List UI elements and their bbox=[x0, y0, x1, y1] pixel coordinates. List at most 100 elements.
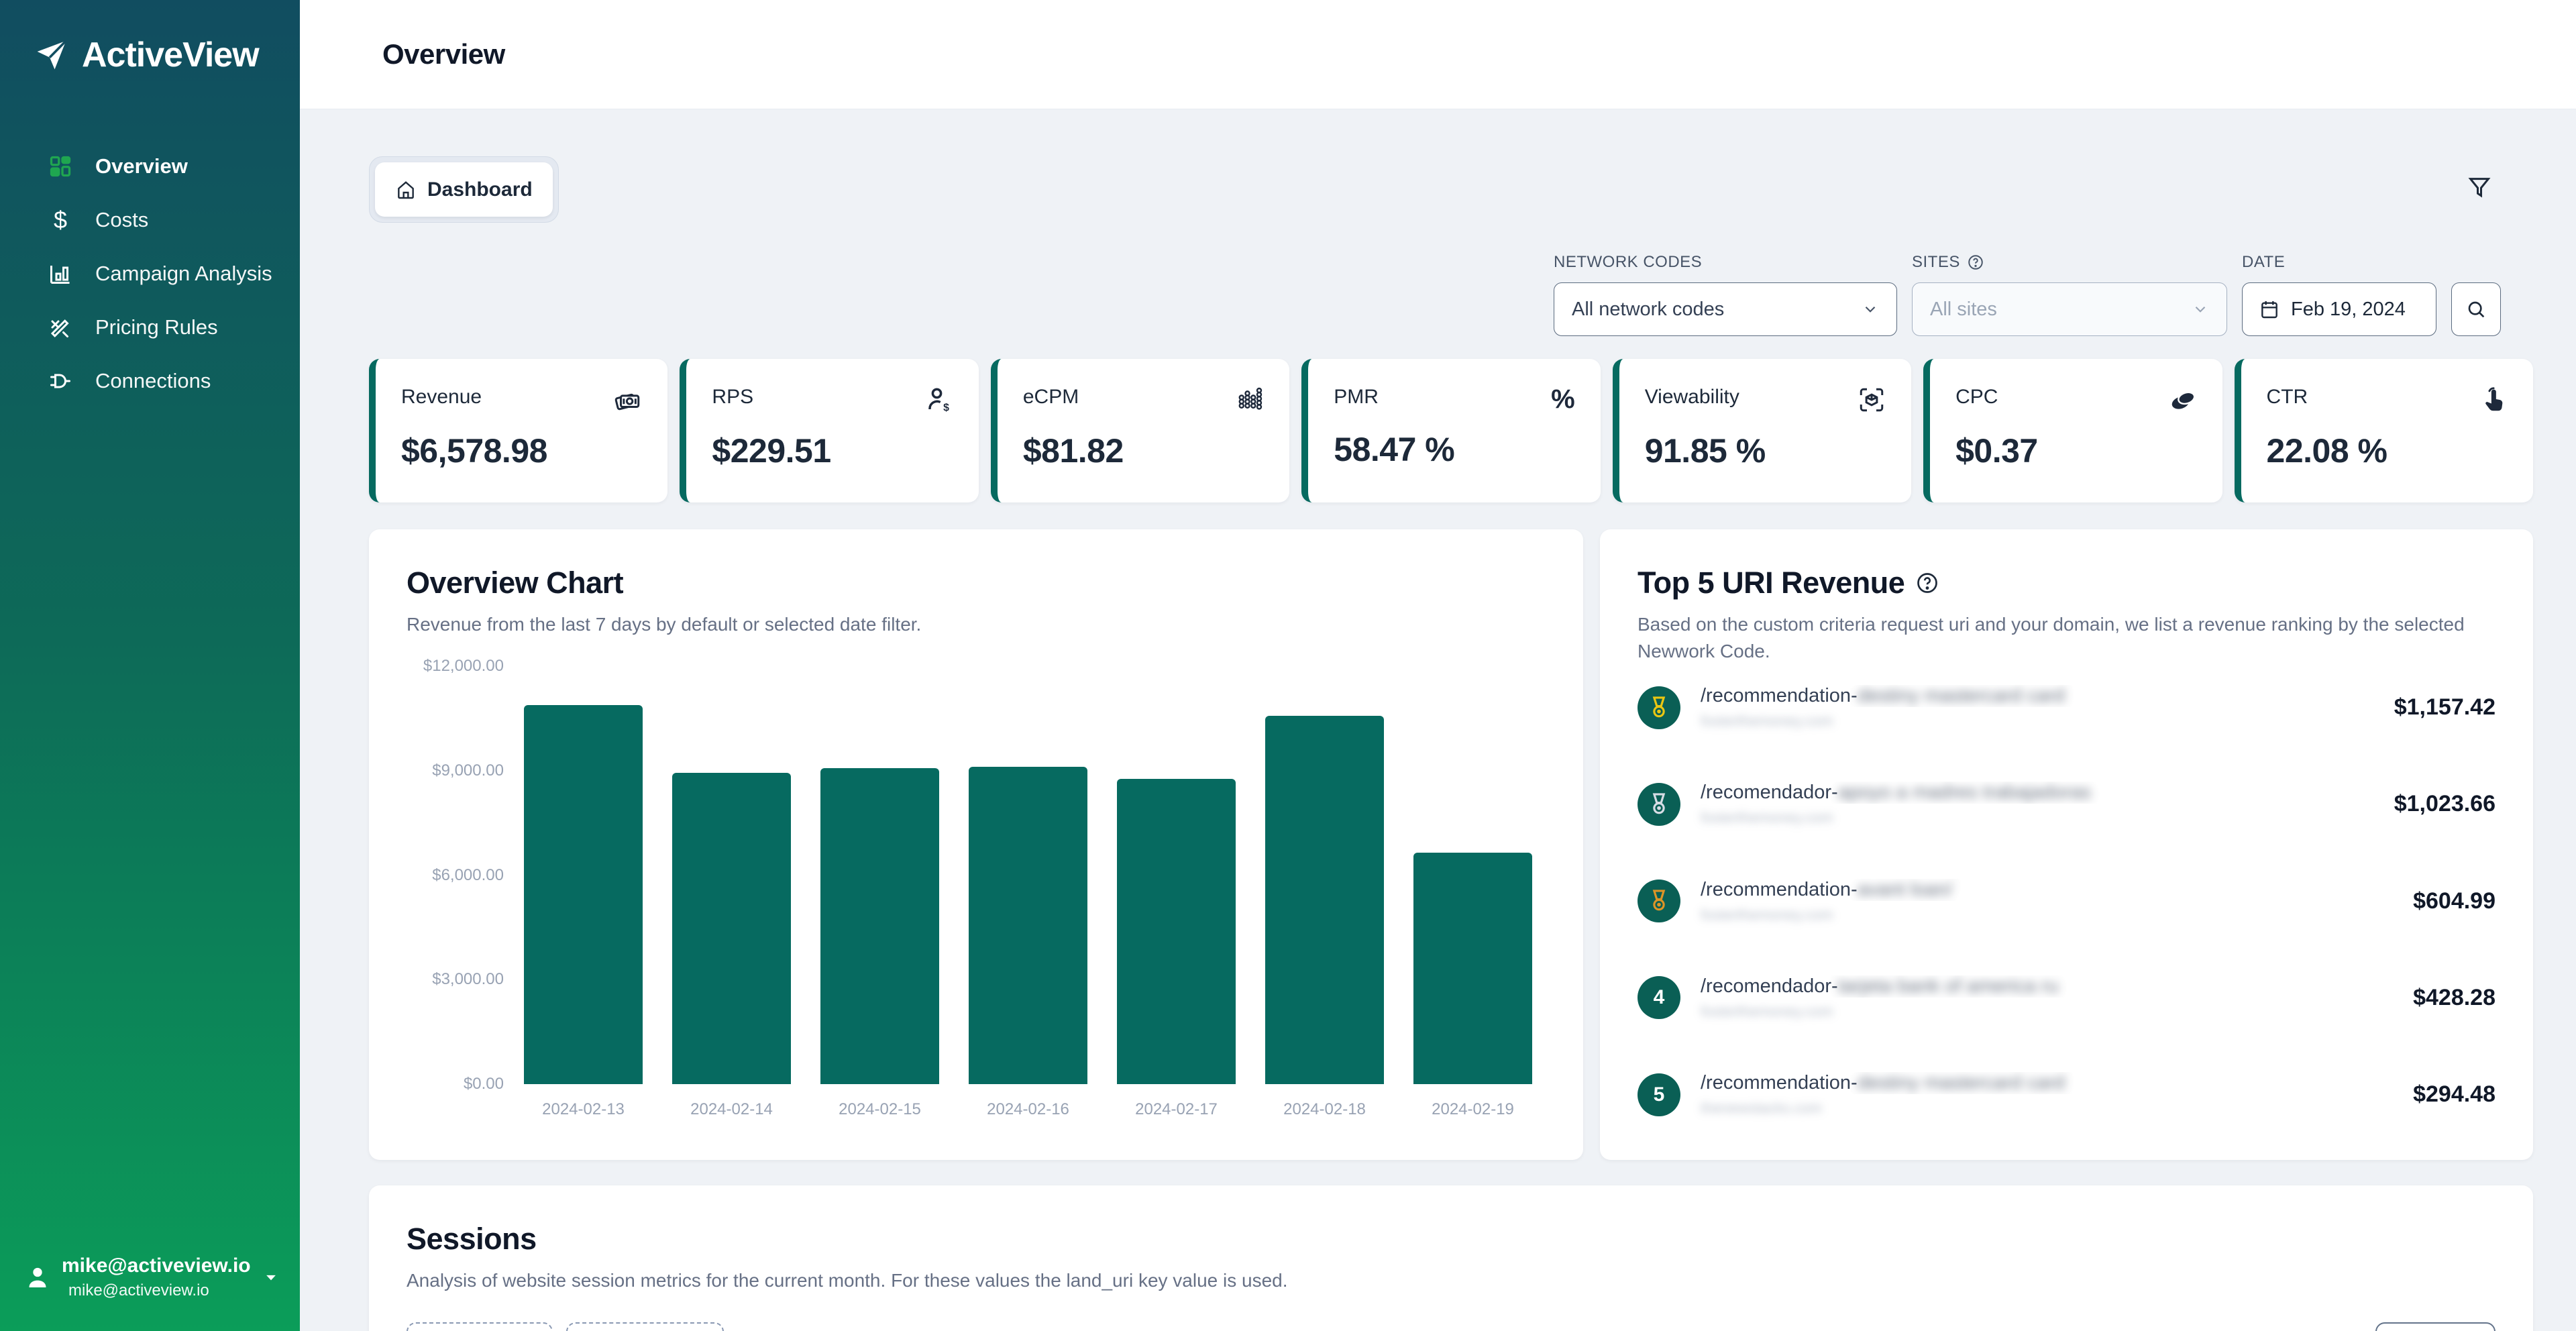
blurred-uri-text: avant loan/ bbox=[1858, 879, 1953, 900]
bar-chart-icon bbox=[48, 262, 72, 286]
kpi-label: Revenue bbox=[401, 386, 482, 409]
kpi-card-ecpm: eCPM $81.82 bbox=[991, 359, 1289, 502]
chevron-down-icon bbox=[1862, 301, 1879, 318]
sessions-subtitle: Analysis of website session metrics for … bbox=[407, 1267, 2496, 1294]
user-menu[interactable]: mike@activeview.io mike@activeview.io bbox=[0, 1255, 300, 1331]
plug-icon bbox=[48, 369, 72, 393]
sidebar-item-label: Connections bbox=[95, 369, 211, 393]
top5-row: 5 /recommendation-destiny mastercard car… bbox=[1638, 1072, 2496, 1117]
top5-uri-revenue-card: Top 5 URI Revenue Based on the custom cr… bbox=[1600, 529, 2533, 1160]
charts-row: Overview Chart Revenue from the last 7 d… bbox=[369, 529, 2533, 1160]
bronze-medal-icon bbox=[1646, 888, 1672, 914]
search-icon bbox=[2465, 299, 2487, 320]
user-email: mike@activeview.io bbox=[62, 1281, 250, 1300]
bar-slot: 2024-02-19 bbox=[1413, 666, 1532, 1084]
land-url-chip-button[interactable]: Land URL bbox=[566, 1322, 723, 1331]
sites-value: All sites bbox=[1930, 299, 1997, 321]
bar-2024-02-18 bbox=[1265, 716, 1384, 1084]
date-picker-button[interactable]: Feb 19, 2024 bbox=[2242, 282, 2436, 336]
blurred-domain-text: fosterthemoney.com bbox=[1701, 809, 2374, 827]
x-axis-tick: 2024-02-13 bbox=[542, 1100, 625, 1119]
chevron-down-icon bbox=[261, 1267, 281, 1287]
kpi-card-pmr: PMR % 58.47 % bbox=[1301, 359, 1600, 502]
page-title: Overview bbox=[382, 38, 505, 70]
svg-text:$: $ bbox=[943, 403, 949, 414]
kpi-label: eCPM bbox=[1023, 386, 1079, 409]
network-codes-label: NETWORK CODES bbox=[1554, 253, 1897, 272]
bar-slot: 2024-02-15 bbox=[820, 666, 939, 1084]
sites-filter: SITES All sites bbox=[1912, 253, 2227, 336]
sites-select[interactable]: All sites bbox=[1912, 282, 2227, 336]
sidebar-item-pricing-rules[interactable]: Pricing Rules bbox=[0, 301, 300, 354]
rank-5-badge: 5 bbox=[1638, 1073, 1680, 1116]
uri-revenue: $428.28 bbox=[2413, 985, 2496, 1011]
bar-2024-02-17 bbox=[1117, 779, 1236, 1084]
sessions-title: Sessions bbox=[407, 1222, 2496, 1257]
sessions-actions: Domains Land URL View bbox=[407, 1322, 2496, 1331]
filter-toggle-button[interactable] bbox=[2466, 174, 2493, 205]
sidebar-item-label: Costs bbox=[95, 208, 148, 232]
date-value: Feb 19, 2024 bbox=[2291, 299, 2406, 321]
bar-2024-02-14 bbox=[672, 773, 791, 1084]
sidebar-item-costs[interactable]: $ Costs bbox=[0, 193, 300, 247]
view-button[interactable]: View bbox=[2375, 1322, 2496, 1331]
sidebar-item-connections[interactable]: Connections bbox=[0, 354, 300, 408]
brand-name: ActiveView bbox=[82, 35, 259, 75]
blurred-uri-text: apoyo a madres trabajadoras bbox=[1838, 782, 2091, 803]
bar-2024-02-13 bbox=[524, 705, 643, 1084]
sidebar-item-campaign-analysis[interactable]: Campaign Analysis bbox=[0, 247, 300, 301]
help-circle-icon[interactable] bbox=[1967, 254, 1984, 271]
dashboard-tab-label: Dashboard bbox=[427, 178, 533, 201]
pencil-rules-icon bbox=[48, 315, 72, 339]
network-codes-value: All network codes bbox=[1572, 299, 1724, 321]
bar-2024-02-15 bbox=[820, 768, 939, 1084]
date-filter: DATE Feb 19, 2024 bbox=[2242, 253, 2501, 336]
coin-columns-icon bbox=[1236, 386, 1264, 414]
uri-revenue: $604.99 bbox=[2413, 888, 2496, 914]
chevron-down-icon bbox=[2192, 301, 2209, 318]
paper-plane-logo-icon bbox=[34, 37, 70, 73]
bar-2024-02-19 bbox=[1413, 853, 1532, 1084]
bars-area: 2024-02-132024-02-142024-02-152024-02-16… bbox=[524, 666, 1532, 1084]
network-codes-select[interactable]: All network codes bbox=[1554, 282, 1897, 336]
uri-revenue: $1,157.42 bbox=[2394, 694, 2496, 721]
uri-label: /recommendation-avant loan/ bbox=[1701, 879, 2393, 901]
top5-title: Top 5 URI Revenue bbox=[1638, 566, 2496, 600]
y-axis-tick: $0.00 bbox=[407, 1074, 504, 1094]
x-axis-tick: 2024-02-18 bbox=[1283, 1100, 1366, 1119]
top5-row: 4 /recomendador-tarjeta bank of america … bbox=[1638, 975, 2496, 1020]
y-axis-tick: $6,000.00 bbox=[407, 865, 504, 886]
brand-logo: ActiveView bbox=[0, 0, 300, 75]
top5-row: /recomendador-apoyo a madres trabajadora… bbox=[1638, 782, 2496, 827]
silver-medal-icon bbox=[1646, 792, 1672, 817]
coins-icon bbox=[2169, 386, 2197, 414]
kpi-card-revenue: Revenue $6,578.98 bbox=[369, 359, 667, 502]
home-icon bbox=[395, 179, 417, 201]
kpi-value: $229.51 bbox=[712, 431, 953, 470]
blurred-domain-text: fosterthemoney.com bbox=[1701, 1003, 2393, 1020]
kpi-card-cpc: CPC $0.37 bbox=[1923, 359, 2222, 502]
main-area: Overview Dashboard bbox=[300, 0, 2576, 1331]
dashboard-tab[interactable]: Dashboard bbox=[375, 162, 553, 217]
percent-icon: % bbox=[1551, 386, 1575, 413]
toolbar: Dashboard bbox=[369, 156, 2533, 223]
date-label: DATE bbox=[2242, 253, 2501, 272]
blurred-domain-text: thenewstacks.com bbox=[1701, 1100, 2393, 1117]
sites-label: SITES bbox=[1912, 253, 2227, 272]
sidebar-item-overview[interactable]: Overview bbox=[0, 140, 300, 193]
y-axis-tick: $12,000.00 bbox=[407, 656, 504, 676]
uri-label: /recommendation-destiny mastercard card bbox=[1701, 1072, 2393, 1094]
sessions-card: Sessions Analysis of website session met… bbox=[369, 1185, 2533, 1331]
funnel-icon bbox=[2466, 174, 2493, 201]
network-codes-filter: NETWORK CODES All network codes bbox=[1554, 253, 1897, 336]
domains-chip-button[interactable]: Domains bbox=[407, 1322, 553, 1331]
top-bar: Overview bbox=[300, 0, 2576, 109]
kpi-label: CPC bbox=[1955, 386, 1998, 409]
search-button[interactable] bbox=[2451, 282, 2501, 336]
help-circle-icon[interactable] bbox=[1915, 571, 1939, 595]
dashboard-grid-icon bbox=[48, 154, 72, 178]
sidebar: ActiveView Overview $ Costs bbox=[0, 0, 300, 1331]
bar-slot: 2024-02-16 bbox=[969, 666, 1087, 1084]
uri-revenue: $1,023.66 bbox=[2394, 791, 2496, 817]
kpi-value: 22.08 % bbox=[2267, 431, 2508, 470]
